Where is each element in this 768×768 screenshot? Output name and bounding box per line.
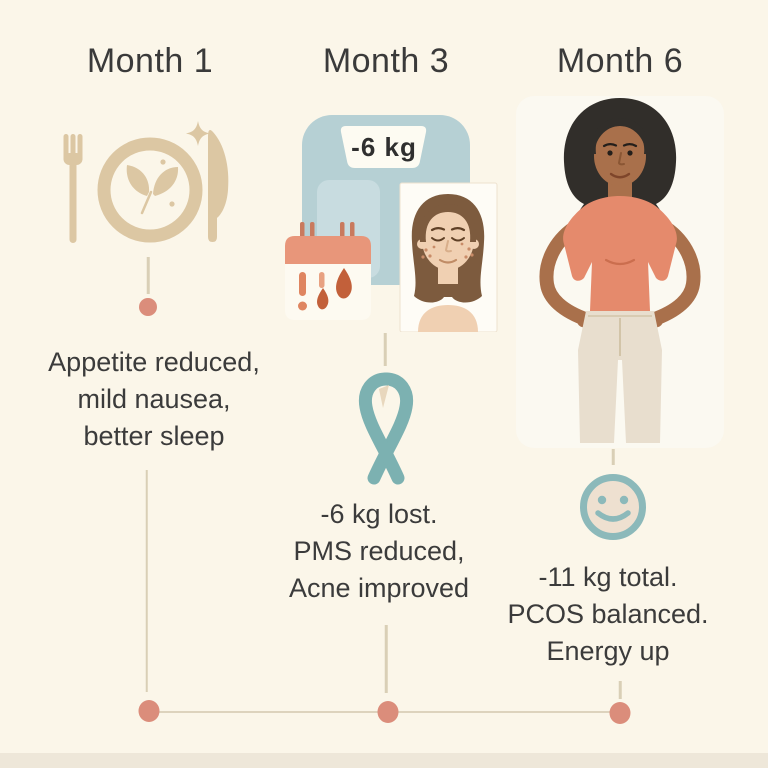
timeline-dot-month-6: [609, 702, 631, 724]
acne-dots: [421, 242, 474, 259]
timeline-dot: [139, 298, 157, 316]
caption-line: mild nausea,: [77, 384, 231, 414]
caption-line: -6 kg lost.: [320, 499, 438, 529]
fork-icon: [63, 134, 83, 243]
caption-line: Energy up: [546, 636, 670, 666]
shirt: [563, 196, 677, 311]
month-6-header: Month 6: [556, 42, 684, 80]
timeline-dot-month-1: [138, 700, 160, 722]
caption-line: Appetite reduced,: [48, 347, 260, 377]
caption-line: PCOS balanced.: [507, 599, 709, 629]
weight-scale-calendar-face-icon: -6 kg: [285, 115, 498, 332]
acne-face-card: [399, 182, 498, 332]
month-6-caption: -11 kg total. PCOS balanced. Energy up: [448, 559, 768, 670]
month-1-caption: Appetite reduced, mild nausea, better sl…: [0, 344, 314, 455]
caption-line: -11 kg total.: [538, 562, 678, 592]
footer-strip: [0, 753, 768, 768]
caption-line: better sleep: [83, 421, 225, 451]
connector-line: [618, 681, 622, 699]
caption-line: Acne improved: [288, 573, 470, 603]
plate-icon: [97, 137, 203, 243]
calendar-icon: [285, 222, 371, 320]
confident-woman-illustration: [539, 98, 701, 443]
sparkle-icon: [186, 121, 210, 146]
month-3-header: Month 3: [322, 42, 450, 80]
month-3-caption: -6 kg lost. PMS reduced, Acne improved: [219, 496, 539, 607]
caption-line: PMS reduced,: [293, 536, 465, 566]
knife-icon: [208, 130, 229, 242]
month-1-header: Month 1: [86, 42, 214, 80]
connector-line: [384, 625, 388, 693]
connector-line: [383, 333, 387, 366]
connector-line: [611, 449, 615, 465]
smiley-face-icon: [580, 474, 646, 540]
scale-display-value: -6 kg: [351, 132, 417, 162]
healthy-meal-plate-icon: [63, 121, 229, 243]
timeline-dot-month-3: [377, 701, 399, 723]
pants: [578, 311, 662, 443]
connector-line: [145, 470, 148, 692]
connector-line: [146, 257, 150, 294]
teal-awareness-ribbon-icon: [358, 372, 414, 485]
